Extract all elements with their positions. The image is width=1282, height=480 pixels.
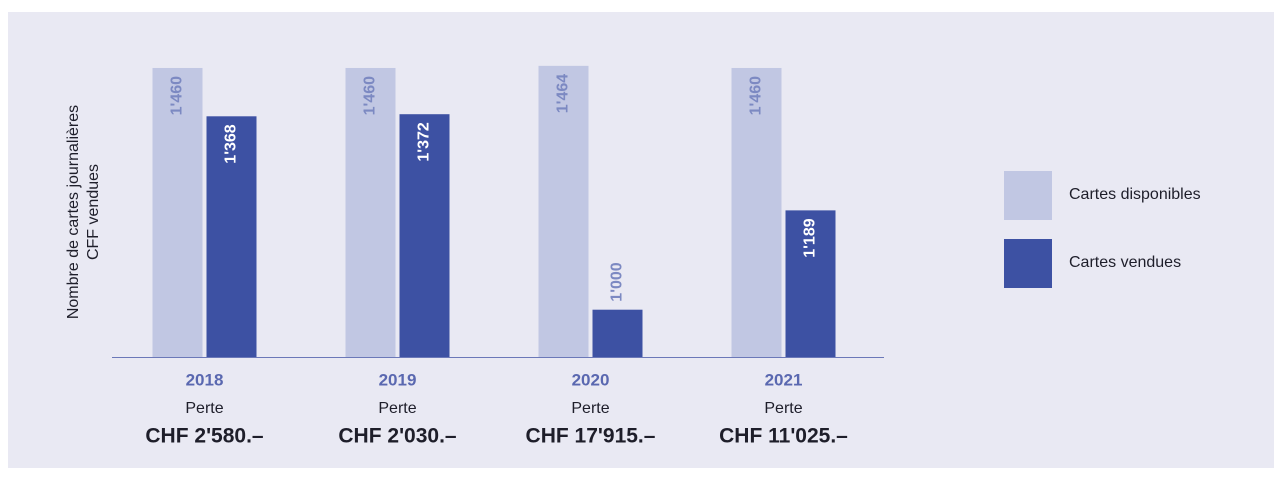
bar <box>785 210 836 357</box>
bar <box>206 116 257 357</box>
data-label: 1'460 <box>362 76 379 116</box>
data-label: 1'368 <box>223 124 240 164</box>
x-tick-label: 2021 <box>765 370 803 389</box>
legend-swatch <box>1004 171 1052 220</box>
loss-label: Perte <box>185 400 223 417</box>
loss-label: Perte <box>764 400 802 417</box>
bar <box>152 67 203 358</box>
x-tick-label: 2020 <box>572 370 610 389</box>
loss-value: CHF 2'580.– <box>145 425 264 448</box>
x-tick-label: 2018 <box>186 370 224 389</box>
bar <box>731 67 782 358</box>
loss-label: Perte <box>378 400 416 417</box>
y-axis-label: CFF vendues <box>85 164 102 260</box>
data-label: 1'189 <box>802 218 819 258</box>
loss-value: CHF 17'915.– <box>526 425 656 448</box>
data-label: 1'460 <box>169 76 186 116</box>
bar <box>345 67 396 358</box>
bar <box>592 309 643 357</box>
bar <box>538 65 589 357</box>
loss-value: CHF 2'030.– <box>338 425 457 448</box>
legend-label: Cartes vendues <box>1069 254 1181 271</box>
data-label: 1'372 <box>416 122 433 162</box>
data-label: 1'464 <box>555 74 572 114</box>
data-label: 1'000 <box>609 262 626 302</box>
legend-label: Cartes disponibles <box>1069 186 1201 203</box>
loss-value: CHF 11'025.– <box>719 425 848 448</box>
loss-label: Perte <box>571 400 609 417</box>
data-label: 1'460 <box>748 76 765 116</box>
y-axis-label: Nombre de cartes journalières <box>65 105 82 319</box>
x-tick-label: 2019 <box>379 370 417 389</box>
bar <box>399 114 450 357</box>
legend-swatch <box>1004 239 1052 288</box>
